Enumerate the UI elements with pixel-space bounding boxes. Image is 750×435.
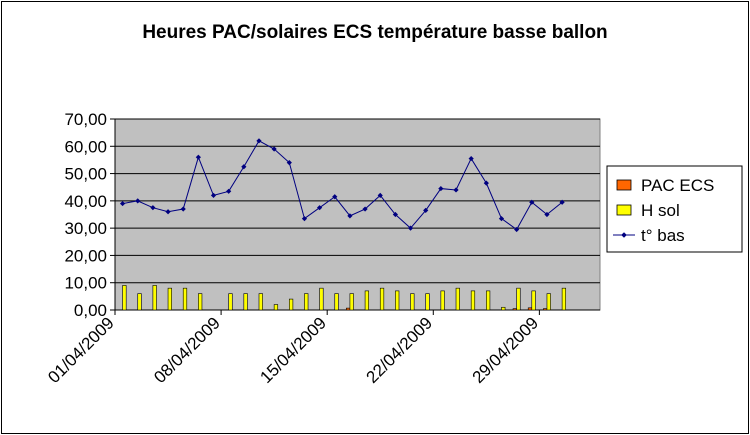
point-t-bas	[559, 199, 565, 205]
point-t-bas	[210, 192, 217, 198]
bar-h-sol	[425, 293, 430, 311]
bar-h-sol	[334, 293, 339, 311]
point-t-bas	[195, 154, 201, 160]
series-line-t-bas	[122, 140, 563, 231]
y-tick-label: 50,00	[64, 165, 107, 184]
point-t-bas	[301, 215, 308, 222]
legend-swatch-h-sol	[616, 204, 632, 216]
point-t-bas	[468, 155, 474, 162]
bar-h-sol	[198, 293, 203, 311]
legend-marker-t-bas	[621, 232, 627, 238]
bar-h-sol	[531, 290, 536, 311]
point-t-bas	[256, 138, 262, 144]
bar-h-sol	[273, 304, 279, 311]
x-tick-label: 01/04/2009	[44, 313, 118, 387]
bar-h-sol	[228, 293, 233, 311]
y-tick-label: 70,00	[64, 110, 107, 129]
point-t-bas	[498, 215, 505, 222]
point-t-bas	[332, 194, 338, 200]
x-tick-label: 08/04/2009	[150, 313, 224, 387]
point-t-bas	[241, 164, 247, 170]
point-t-bas	[514, 226, 520, 233]
point-t-bas	[180, 206, 186, 212]
bar-h-sol	[258, 293, 263, 311]
x-tick-label: 22/04/2009	[363, 313, 437, 387]
point-t-bas	[317, 205, 323, 211]
point-t-bas	[423, 207, 429, 214]
bar-h-sol	[501, 306, 506, 311]
x-tick-label: 29/04/2009	[469, 313, 543, 387]
legend-label-pac-ecs: PAC ECS	[641, 176, 714, 195]
bar-h-sol	[243, 293, 248, 311]
bar-h-sol	[122, 285, 127, 311]
y-tick-label: 0,00	[74, 301, 107, 320]
point-t-bas	[271, 146, 277, 152]
bar-h-sol	[470, 290, 476, 311]
bar-h-sol	[304, 293, 309, 311]
legend-label-t-bas: t° bas	[641, 226, 685, 245]
y-tick-label: 40,00	[64, 192, 107, 211]
point-t-bas	[226, 188, 232, 194]
chart-title: Heures PAC/solaires ECS température bass…	[142, 22, 608, 43]
point-t-bas	[377, 192, 383, 198]
bar-h-sol	[152, 285, 157, 311]
point-t-bas	[483, 180, 489, 186]
bar-pac-ecs	[543, 308, 548, 311]
bar-h-sol	[410, 293, 415, 311]
bar-h-sol	[288, 298, 294, 311]
bar-pac-ecs	[527, 307, 533, 311]
point-t-bas	[392, 211, 398, 218]
bar-h-sol	[349, 293, 354, 311]
x-tick-label: 15/04/2009	[256, 313, 330, 387]
bar-pac-ecs	[512, 308, 517, 311]
bar-h-sol	[516, 287, 521, 311]
bar-pac-ecs	[346, 307, 351, 311]
point-t-bas	[438, 185, 444, 192]
bar-h-sol	[546, 293, 551, 311]
bar-h-sol	[440, 290, 445, 311]
y-tick-label: 60,00	[64, 137, 107, 156]
legend-label-h-sol: H sol	[641, 201, 680, 220]
point-t-bas	[119, 200, 126, 207]
bar-h-sol	[182, 287, 188, 311]
point-t-bas	[362, 206, 368, 212]
bar-h-sol	[486, 290, 491, 311]
y-tick-label: 20,00	[64, 246, 107, 265]
point-t-bas	[150, 205, 156, 211]
plot-area: 0,00 10,00 20,00 30,00 40,00 50,00 60,00 70,00 0…	[44, 110, 601, 387]
y-tick-label: 30,00	[64, 219, 107, 238]
bar-h-sol	[364, 290, 369, 311]
bar-h-sol	[167, 287, 172, 311]
legend-swatch-pac-ecs	[616, 179, 632, 191]
legend: PAC ECS H sol t° bas	[606, 165, 743, 253]
bar-h-sol	[379, 287, 385, 311]
y-tick-label: 10,00	[64, 274, 107, 293]
point-t-bas	[544, 211, 550, 218]
point-t-bas	[529, 199, 535, 205]
point-t-bas	[347, 213, 353, 219]
bar-h-sol	[137, 293, 142, 311]
point-t-bas	[165, 209, 171, 215]
plot-background	[114, 118, 601, 311]
point-t-bas	[453, 187, 459, 193]
bar-h-sol	[561, 287, 567, 311]
point-t-bas	[407, 225, 414, 231]
bar-h-sol	[319, 287, 324, 311]
point-t-bas	[135, 198, 141, 204]
bar-h-sol	[395, 290, 400, 311]
point-t-bas	[286, 160, 292, 166]
bar-h-sol	[455, 287, 460, 311]
